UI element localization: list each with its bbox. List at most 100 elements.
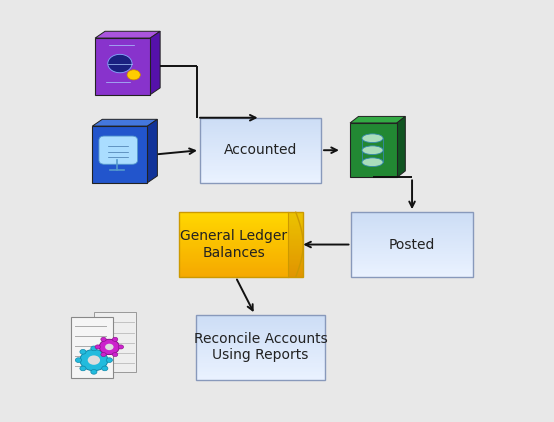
Bar: [351, 239, 473, 240]
Bar: [200, 123, 321, 124]
Bar: [179, 233, 288, 234]
Circle shape: [106, 358, 112, 362]
Bar: [200, 147, 321, 148]
Bar: [351, 275, 473, 276]
Circle shape: [95, 345, 100, 349]
Bar: [179, 254, 288, 255]
Bar: [179, 251, 288, 252]
Bar: [351, 276, 473, 277]
Bar: [351, 217, 473, 219]
Bar: [351, 219, 473, 221]
Bar: [196, 347, 325, 348]
Bar: [351, 234, 473, 235]
Bar: [196, 345, 325, 346]
Text: Reconcile Accounts
Using Reports: Reconcile Accounts Using Reports: [193, 332, 327, 362]
Bar: [200, 150, 321, 151]
Bar: [196, 369, 325, 370]
Bar: [200, 164, 321, 165]
Bar: [351, 224, 473, 225]
Bar: [351, 225, 473, 226]
Bar: [196, 315, 325, 380]
Bar: [196, 359, 325, 360]
Bar: [200, 157, 321, 158]
Circle shape: [105, 344, 114, 350]
Bar: [200, 169, 321, 170]
Bar: [288, 247, 303, 248]
Bar: [351, 262, 473, 263]
Bar: [196, 320, 325, 321]
Bar: [179, 226, 288, 227]
Circle shape: [80, 366, 86, 371]
FancyBboxPatch shape: [99, 136, 137, 164]
Bar: [351, 226, 473, 227]
Bar: [351, 274, 473, 275]
Bar: [200, 137, 321, 138]
Bar: [351, 259, 473, 260]
Bar: [351, 235, 473, 236]
Bar: [288, 260, 303, 261]
Bar: [350, 123, 397, 178]
Bar: [351, 253, 473, 254]
Bar: [196, 356, 325, 357]
Bar: [196, 332, 325, 333]
Bar: [179, 228, 288, 230]
Bar: [288, 237, 303, 238]
Polygon shape: [93, 119, 157, 126]
Bar: [200, 125, 321, 126]
Bar: [200, 148, 321, 149]
Bar: [288, 222, 303, 223]
Bar: [196, 348, 325, 349]
Bar: [196, 363, 325, 365]
Bar: [196, 321, 325, 322]
Bar: [200, 168, 321, 169]
Bar: [288, 241, 303, 242]
Bar: [179, 272, 288, 273]
Bar: [200, 172, 321, 173]
Bar: [200, 131, 321, 132]
Bar: [179, 237, 288, 238]
Bar: [196, 340, 325, 341]
Bar: [179, 275, 288, 276]
Circle shape: [102, 366, 108, 371]
Bar: [196, 327, 325, 328]
Bar: [179, 234, 288, 235]
Bar: [200, 176, 321, 177]
Bar: [351, 248, 473, 249]
Bar: [351, 216, 473, 217]
Bar: [351, 221, 473, 222]
Bar: [288, 225, 303, 226]
Bar: [179, 261, 288, 262]
Bar: [196, 326, 325, 327]
Bar: [200, 174, 321, 175]
Bar: [196, 323, 325, 325]
Text: General Ledger
Balances: General Ledger Balances: [180, 230, 288, 260]
Bar: [288, 265, 303, 266]
Bar: [200, 156, 321, 157]
Text: Accounted: Accounted: [224, 143, 297, 157]
Polygon shape: [147, 119, 157, 183]
Bar: [196, 353, 325, 354]
Bar: [351, 214, 473, 215]
Bar: [196, 372, 325, 373]
Bar: [288, 275, 303, 276]
Bar: [351, 222, 473, 223]
Bar: [196, 361, 325, 362]
Bar: [179, 269, 288, 271]
Bar: [351, 269, 473, 271]
Bar: [179, 273, 288, 274]
Bar: [288, 232, 303, 233]
Bar: [200, 173, 321, 174]
Bar: [351, 273, 473, 274]
Bar: [179, 255, 288, 257]
Bar: [288, 268, 303, 269]
Circle shape: [80, 349, 86, 354]
Bar: [351, 247, 473, 248]
Circle shape: [127, 70, 140, 80]
Bar: [288, 223, 303, 224]
Bar: [179, 259, 288, 260]
Bar: [196, 336, 325, 338]
Bar: [200, 138, 321, 139]
Bar: [196, 315, 325, 316]
Bar: [200, 177, 321, 179]
Bar: [179, 250, 288, 251]
